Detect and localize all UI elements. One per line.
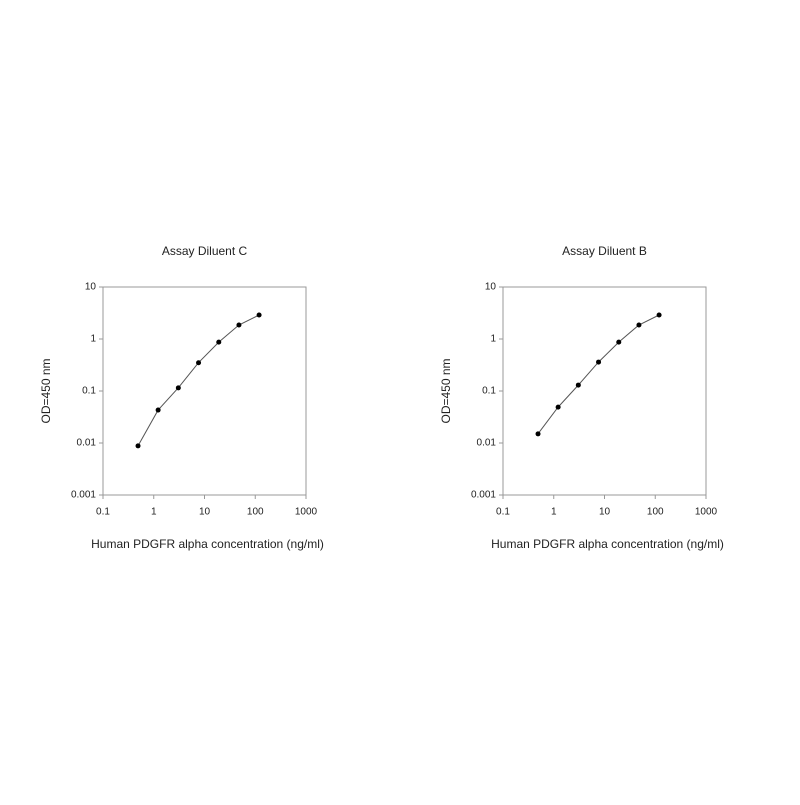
y-tick-label: 0.001 (471, 490, 496, 501)
data-point (656, 312, 662, 318)
y-axis-label: OD=450 nm (39, 358, 53, 423)
x-tick-label: 1000 (695, 507, 718, 518)
data-point (196, 360, 202, 366)
chart: Assay Diluent C 0.001 0.01 0.1 1 10 0.1 1 10 100 1… (39, 244, 324, 551)
x-tick-label: 0.1 (96, 507, 110, 518)
plot-frame (502, 286, 707, 496)
y-tick-label: 0.1 (82, 386, 96, 397)
data-point (236, 322, 242, 328)
x-axis-label: Human PDGFR alpha concentration (ng/ml) (491, 537, 724, 551)
data-point (135, 443, 141, 449)
y-tick-label: 0.01 (77, 438, 97, 449)
x-tick-label: 1000 (295, 507, 318, 518)
chart: Assay Diluent B 0.001 0.01 0.1 1 10 0.1 1 10 100 1… (439, 244, 724, 551)
data-point (596, 359, 602, 365)
x-tick-label: 0.1 (496, 507, 510, 518)
y-tick-label: 0.1 (482, 386, 496, 397)
data-line (137, 314, 260, 447)
data-point (616, 339, 622, 345)
x-tick-label: 10 (599, 507, 611, 518)
data-line (537, 314, 660, 435)
x-tick-label: 100 (247, 507, 264, 518)
x-tick-label: 100 (647, 507, 664, 518)
y-tick-label: 1 (490, 334, 496, 345)
data-point (535, 431, 541, 437)
data-point (216, 339, 222, 345)
x-tick-label: 1 (551, 507, 557, 518)
data-point (575, 382, 581, 388)
y-tick-label: 0.001 (71, 490, 96, 501)
data-point (636, 322, 642, 328)
x-tick-label: 1 (151, 507, 157, 518)
y-tick-label: 1 (90, 334, 96, 345)
data-point (155, 407, 161, 413)
y-tick-label: 10 (485, 282, 497, 293)
chart-title: Assay Diluent B (562, 244, 647, 258)
x-axis-label: Human PDGFR alpha concentration (ng/ml) (91, 537, 324, 551)
x-tick-label: 10 (199, 507, 211, 518)
y-tick-label: 10 (85, 282, 97, 293)
chart-title: Assay Diluent C (162, 244, 248, 258)
y-axis-label: OD=450 nm (439, 358, 453, 423)
data-point (175, 385, 181, 391)
data-point (256, 312, 262, 318)
y-tick-label: 0.01 (477, 438, 497, 449)
data-point (555, 404, 561, 410)
plot-frame (102, 286, 307, 496)
